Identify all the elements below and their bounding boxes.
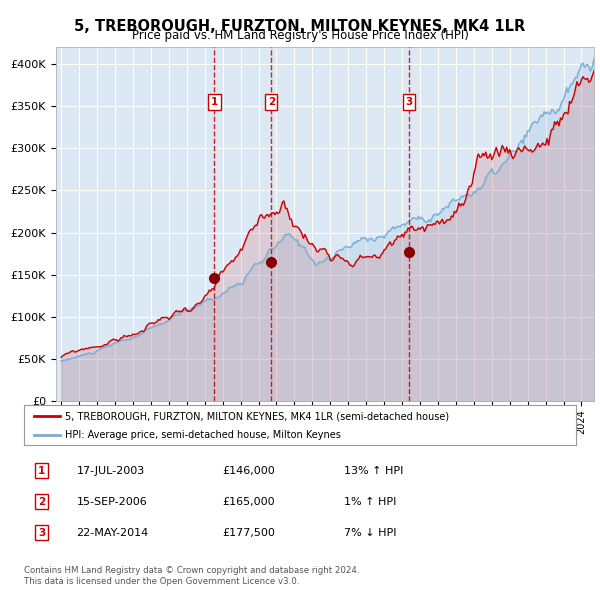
Text: HPI: Average price, semi-detached house, Milton Keynes: HPI: Average price, semi-detached house,…	[65, 430, 341, 440]
Text: £177,500: £177,500	[223, 528, 275, 537]
Text: Price paid vs. HM Land Registry's House Price Index (HPI): Price paid vs. HM Land Registry's House …	[131, 30, 469, 42]
Text: 2: 2	[38, 497, 45, 507]
Text: 2: 2	[268, 97, 275, 107]
Text: 3: 3	[406, 97, 413, 107]
Text: 5, TREBOROUGH, FURZTON, MILTON KEYNES, MK4 1LR (semi-detached house): 5, TREBOROUGH, FURZTON, MILTON KEYNES, M…	[65, 411, 449, 421]
Text: 3: 3	[38, 528, 45, 537]
Text: 1: 1	[211, 97, 218, 107]
Text: Contains HM Land Registry data © Crown copyright and database right 2024.: Contains HM Land Registry data © Crown c…	[24, 566, 359, 575]
Text: This data is licensed under the Open Government Licence v3.0.: This data is licensed under the Open Gov…	[24, 577, 299, 586]
Text: 15-SEP-2006: 15-SEP-2006	[76, 497, 147, 507]
Text: 22-MAY-2014: 22-MAY-2014	[76, 528, 149, 537]
Text: 1: 1	[38, 466, 45, 476]
Text: 13% ↑ HPI: 13% ↑ HPI	[344, 466, 404, 476]
Text: 17-JUL-2003: 17-JUL-2003	[76, 466, 145, 476]
Text: £146,000: £146,000	[223, 466, 275, 476]
Text: 7% ↓ HPI: 7% ↓ HPI	[344, 528, 397, 537]
Text: 1% ↑ HPI: 1% ↑ HPI	[344, 497, 397, 507]
Text: 5, TREBOROUGH, FURZTON, MILTON KEYNES, MK4 1LR: 5, TREBOROUGH, FURZTON, MILTON KEYNES, M…	[74, 19, 526, 34]
Text: £165,000: £165,000	[223, 497, 275, 507]
